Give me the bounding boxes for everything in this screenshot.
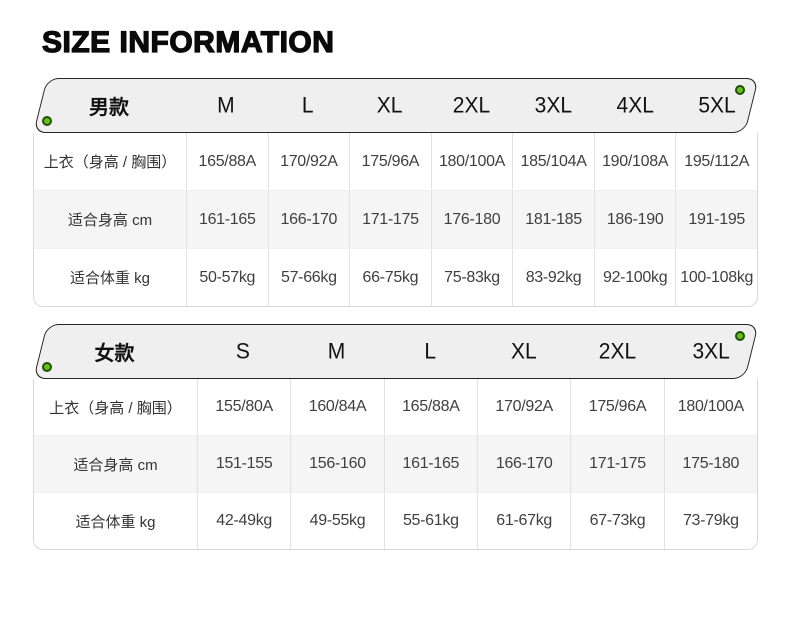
size-value-cell: 61-67kg bbox=[477, 493, 570, 549]
size-value-cell: 83-92kg bbox=[512, 249, 594, 306]
row-header-label: 适合身高 cm bbox=[73, 456, 158, 474]
size-value-cell: 190/108A bbox=[593, 133, 676, 190]
table-body: 上衣（身高 / 胸围） 165/88A 170/92A 175/96A 180/100A… bbox=[33, 133, 758, 307]
size-value-cell: 160/84A bbox=[290, 379, 383, 435]
size-value-cell: 42-49kg bbox=[197, 493, 290, 549]
size-value-cell: 55-61kg bbox=[383, 493, 477, 549]
table-row: 适合身高 cm 151-155 156-160 161-165 166-170 171-1… bbox=[34, 435, 757, 492]
header-row: 女款 S M L XL 2XL 3XL bbox=[33, 324, 758, 379]
row-header-label: 适合体重 kg bbox=[69, 270, 150, 287]
size-value-cell: 165/88A bbox=[383, 379, 477, 435]
size-value-cell: 175/96A bbox=[349, 133, 431, 190]
page-title: SIZE INFORMATION bbox=[41, 26, 335, 59]
size-value-cell: 73-79kg bbox=[663, 493, 757, 549]
header-row: 男款 M L XL 2XL 3XL 4XL 5XL bbox=[33, 78, 758, 133]
size-table-section-men: 男款 M L XL 2XL 3XL 4XL 5XL 上衣（身高 / 胸围） 165/88A 170… bbox=[33, 78, 759, 307]
size-value-cell: 175-180 bbox=[663, 436, 757, 492]
size-column-header: L bbox=[301, 92, 314, 118]
size-value-cell: 185/104A bbox=[512, 133, 594, 190]
size-value-cell: 151-155 bbox=[197, 436, 290, 492]
size-value-cell: 92-100kg bbox=[593, 249, 676, 306]
row-header-label: 适合体重 kg bbox=[75, 513, 156, 531]
size-value-cell: 50-57kg bbox=[186, 249, 268, 306]
size-value-cell: 186-190 bbox=[593, 191, 676, 248]
size-value-cell: 171-175 bbox=[349, 191, 431, 248]
size-value-cell: 180/100A bbox=[663, 379, 757, 435]
green-dot-icon bbox=[42, 116, 52, 126]
table-row: 上衣（身高 / 胸围） 155/80A 160/84A 165/88A 170/92A 1… bbox=[34, 379, 757, 435]
size-value-cell: 166-170 bbox=[267, 191, 350, 248]
size-column-header: 2XL bbox=[598, 338, 637, 364]
gender-label: 男款 bbox=[89, 97, 129, 119]
size-value-cell: 180/100A bbox=[430, 133, 513, 190]
size-tables-container: 男款 M L XL 2XL 3XL 4XL 5XL 上衣（身高 / 胸围） 165/88A 170… bbox=[33, 78, 759, 550]
size-column-header: L bbox=[424, 338, 436, 364]
table-body: 上衣（身高 / 胸围） 155/80A 160/84A 165/88A 170/92A 1… bbox=[33, 379, 758, 550]
green-dot-icon bbox=[735, 85, 745, 95]
size-value-cell: 57-66kg bbox=[267, 249, 350, 306]
size-value-cell: 156-160 bbox=[290, 436, 383, 492]
size-column-header: XL bbox=[510, 338, 537, 364]
size-value-cell: 161-165 bbox=[186, 191, 268, 248]
size-value-cell: 67-73kg bbox=[570, 493, 663, 549]
size-column-header: 4XL bbox=[616, 92, 654, 118]
size-column-header: 3XL bbox=[534, 92, 573, 118]
size-value-cell: 171-175 bbox=[570, 436, 663, 492]
size-value-cell: 181-185 bbox=[512, 191, 594, 248]
size-value-cell: 170/92A bbox=[477, 379, 570, 435]
size-value-cell: 161-165 bbox=[383, 436, 477, 492]
size-value-cell: 49-55kg bbox=[290, 493, 383, 549]
size-table-section-women: 女款 S M L XL 2XL 3XL 上衣（身高 / 胸围） 155/80A 160/84A 1… bbox=[33, 324, 759, 550]
size-column-header: 3XL bbox=[692, 338, 730, 364]
size-value-cell: 155/80A bbox=[197, 379, 290, 435]
size-value-cell: 100-108kg bbox=[675, 249, 757, 306]
size-value-cell: 66-75kg bbox=[349, 249, 431, 306]
table-row: 上衣（身高 / 胸围） 165/88A 170/92A 175/96A 180/100A… bbox=[34, 133, 757, 190]
table-row: 适合体重 kg 42-49kg 49-55kg 55-61kg 61-67kg 67-73… bbox=[34, 492, 757, 549]
green-dot-icon bbox=[735, 331, 745, 341]
table-header-banner: 女款 S M L XL 2XL 3XL bbox=[33, 324, 759, 379]
table-row: 适合体重 kg 50-57kg 57-66kg 66-75kg 75-83kg 83-92… bbox=[34, 248, 757, 306]
row-header-label: 适合身高 cm bbox=[67, 212, 153, 229]
size-value-cell: 170/92A bbox=[267, 133, 350, 190]
size-column-header: 5XL bbox=[698, 92, 736, 118]
size-value-cell: 175/96A bbox=[570, 379, 663, 435]
size-value-cell: 176-180 bbox=[430, 191, 513, 248]
size-column-header: M bbox=[217, 92, 235, 118]
size-value-cell: 75-83kg bbox=[430, 249, 513, 306]
row-header-label: 上衣（身高 / 胸围） bbox=[49, 399, 182, 417]
table-row: 适合身高 cm 161-165 166-170 171-175 176-180 181-1… bbox=[34, 190, 757, 248]
gender-label: 女款 bbox=[94, 343, 135, 365]
green-dot-icon bbox=[42, 362, 52, 372]
table-header-banner: 男款 M L XL 2XL 3XL 4XL 5XL bbox=[33, 78, 759, 133]
size-value-cell: 195/112A bbox=[675, 133, 757, 190]
size-column-header: S bbox=[235, 338, 250, 364]
size-value-cell: 165/88A bbox=[186, 133, 268, 190]
row-header-label: 上衣（身高 / 胸围） bbox=[43, 154, 177, 171]
size-column-header: XL bbox=[376, 92, 403, 118]
size-value-cell: 166-170 bbox=[477, 436, 570, 492]
size-value-cell: 191-195 bbox=[675, 191, 757, 248]
size-column-header: 2XL bbox=[452, 92, 491, 118]
size-column-header: M bbox=[327, 338, 346, 364]
